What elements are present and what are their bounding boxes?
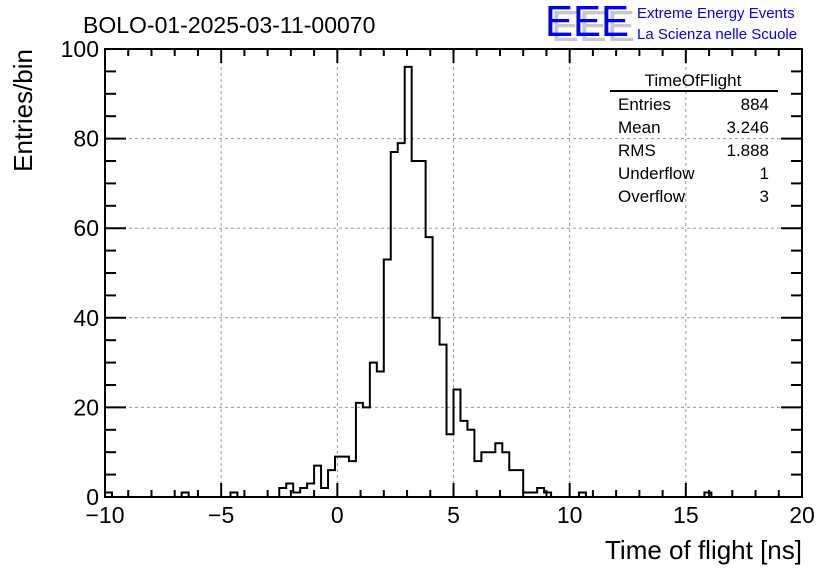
stats-value-mean: 3.246: [726, 118, 769, 137]
y-tick-label: 80: [73, 126, 99, 152]
histogram-line: [104, 65, 802, 498]
stats-label-overflow: Overflow: [618, 187, 686, 206]
x-tick-label: 0: [331, 502, 344, 528]
x-tick-label: 15: [673, 502, 699, 528]
x-axis-title: Time of flight [ns]: [605, 535, 802, 565]
x-tick-label: 20: [789, 502, 815, 528]
stats-box: TimeOfFlight Entries 884 Mean 3.246 RMS 1.888…: [610, 71, 778, 206]
stats-value-overflow: 3: [760, 187, 769, 206]
stats-rows: Entries 884 Mean 3.246 RMS 1.888 Underflow 1 Ove…: [618, 95, 769, 206]
stats-value-entries: 884: [741, 95, 769, 114]
y-tick-label: 100: [61, 36, 99, 62]
chart-title: BOLO-01-2025-03-11-00070: [83, 12, 375, 38]
x-tick-label: 5: [447, 502, 460, 528]
eee-logo-letters: EEE: [545, 0, 629, 46]
stats-label-rms: RMS: [618, 141, 656, 160]
stats-label-underflow: Underflow: [618, 164, 695, 183]
stats-title: TimeOfFlight: [645, 71, 742, 90]
plot-frame: [104, 48, 803, 498]
eee-logo: EEE Extreme Energy Events La Scienza nel…: [545, 0, 797, 46]
y-tick-label: 40: [73, 305, 99, 331]
x-tick-labels: −10 −5 0 5 10 15 20: [85, 502, 814, 528]
stats-label-entries: Entries: [618, 95, 671, 114]
x-tick-label: −10: [85, 502, 124, 528]
logo-line-2: La Scienza nelle Scuole: [637, 26, 797, 43]
y-axis-title: Entries/bin: [8, 49, 38, 172]
y-tick-label: 20: [73, 394, 99, 420]
y-tick-label: 60: [73, 215, 99, 241]
y-tick-labels: 0 20 40 60 80 100: [61, 36, 99, 510]
stats-value-underflow: 1: [760, 164, 769, 183]
logo-line-1: Extreme Energy Events: [637, 5, 795, 22]
stats-value-rms: 1.888: [726, 141, 769, 160]
y-tick-label: 0: [86, 484, 99, 510]
x-tick-label: 10: [557, 502, 583, 528]
stats-label-mean: Mean: [618, 118, 661, 137]
x-tick-label: −5: [208, 502, 234, 528]
grid-lines: [104, 48, 803, 498]
